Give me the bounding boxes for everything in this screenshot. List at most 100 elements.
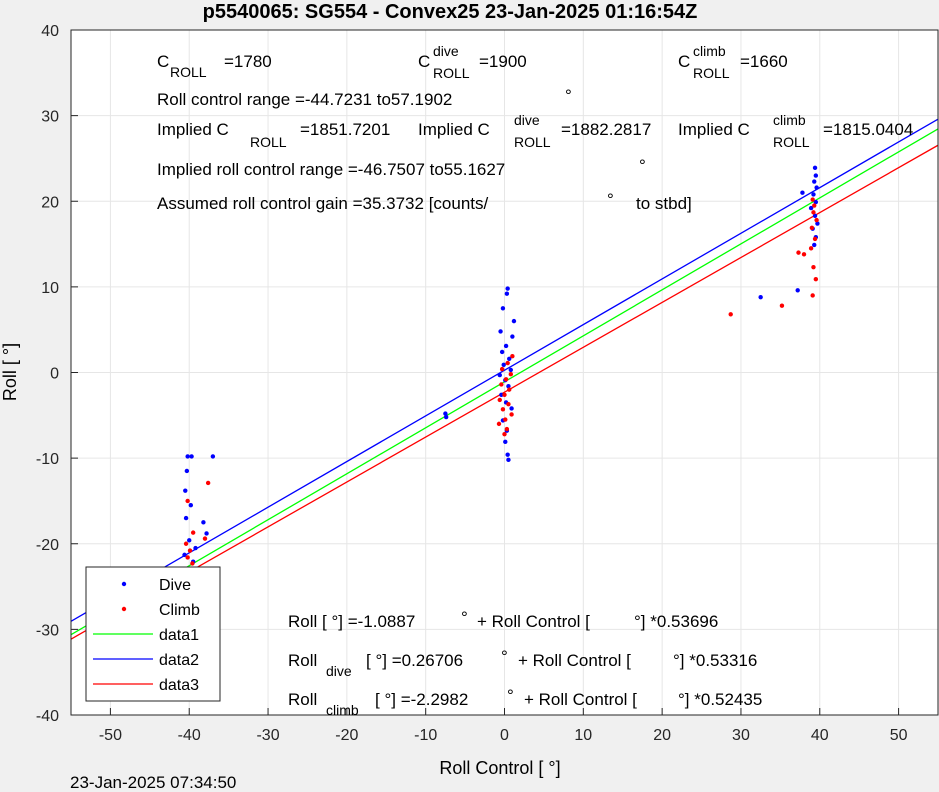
svg-text:+ Roll Control [: + Roll Control [ <box>518 651 631 670</box>
x-axis-label: Roll Control [ °] <box>439 758 560 778</box>
climb-point <box>814 217 819 223</box>
climb-point <box>507 387 512 392</box>
dive-point <box>183 515 189 521</box>
x-tick-label: -40 <box>178 727 201 744</box>
svg-text:Implied C: Implied C <box>678 120 750 139</box>
dive-point <box>188 503 194 508</box>
svg-text:C: C <box>418 52 430 71</box>
svg-text:°] *0.52435: °] *0.52435 <box>678 690 762 709</box>
dive-point <box>507 356 512 361</box>
svg-text:ROLL: ROLL <box>514 134 551 150</box>
legend-swatch-dive <box>121 581 127 587</box>
c-roll-climb-annotation: C climb ROLL =1660 <box>678 43 788 81</box>
fit-line-data3 <box>70 144 939 640</box>
svg-text:°] *0.53696: °] *0.53696 <box>634 612 718 631</box>
degree-marker: ° <box>607 190 614 209</box>
climb-point <box>183 541 189 546</box>
dive-point <box>184 468 190 474</box>
climb-point <box>505 360 510 366</box>
dive-point <box>508 367 514 373</box>
climb-point <box>190 561 195 566</box>
climb-point <box>503 417 508 422</box>
data-points <box>122 165 820 610</box>
x-tick-label: 50 <box>890 727 908 744</box>
climb-point <box>808 246 814 251</box>
y-tick-label: -40 <box>36 708 59 725</box>
dive-point <box>503 343 509 349</box>
climb-point <box>502 431 507 437</box>
svg-text:dive: dive <box>514 112 540 128</box>
roll-control-range: Roll control range =-44.7231 to57.1902 <box>157 90 452 109</box>
climb-point <box>187 548 193 553</box>
dive-point <box>510 334 515 339</box>
climb-point <box>504 426 510 432</box>
chart-title: p5540065: SG554 - Convex25 23-Jan-2025 0… <box>203 1 698 23</box>
dive-point <box>497 372 502 378</box>
climb-point <box>801 252 807 257</box>
dive-point <box>511 318 517 324</box>
dive-point <box>812 242 817 248</box>
svg-text:°: ° <box>507 686 514 705</box>
dive-point <box>499 392 504 397</box>
svg-text:=1780: =1780 <box>224 52 272 71</box>
c-roll-dive-annotation: C dive ROLL =1900 <box>418 43 527 81</box>
y-tick-label: 40 <box>41 23 59 40</box>
dive-point <box>443 411 448 416</box>
climb-point <box>506 401 511 407</box>
svg-text:+ Roll Control [: + Roll Control [ <box>477 612 590 631</box>
y-axis-label: Roll [ °] <box>0 343 20 401</box>
legend-swatch-climb <box>121 606 127 612</box>
dive-point <box>505 286 510 291</box>
climb-point <box>508 372 514 377</box>
dive-point <box>503 439 508 445</box>
dive-point <box>812 165 818 171</box>
climb-point <box>185 555 190 560</box>
dive-point <box>183 488 188 493</box>
dive-point <box>204 531 209 536</box>
legend-label-data3: data3 <box>159 677 199 694</box>
dive-point <box>499 349 505 355</box>
roll-control-gain: Assumed roll control gain =35.3732 [coun… <box>157 194 489 213</box>
legend-label-dive: Dive <box>159 577 191 594</box>
svg-text:Implied C: Implied C <box>157 120 229 139</box>
svg-text:=1900: =1900 <box>479 52 527 71</box>
svg-text:=1660: =1660 <box>740 52 788 71</box>
climb-point <box>812 203 817 208</box>
x-tick-label: 40 <box>811 727 829 744</box>
dive-point <box>505 452 510 457</box>
svg-text:=1815.0404: =1815.0404 <box>823 120 913 139</box>
climb-point <box>510 354 515 359</box>
dive-point <box>443 414 449 420</box>
equation-climb: Roll climb [ °] =-2.2982 ° + Roll Contro… <box>288 686 762 718</box>
y-tick-label: 0 <box>50 366 59 383</box>
y-axis-ticks: -40 -30 -20 -10 0 10 20 30 40 <box>36 23 78 725</box>
dive-point <box>815 221 820 226</box>
climb-point <box>779 303 785 308</box>
equation-overall: Roll [ °] =-1.0887 ° + Roll Control [ °]… <box>288 608 718 631</box>
svg-text:climb: climb <box>773 112 806 128</box>
svg-text:+ Roll Control [: + Roll Control [ <box>524 690 637 709</box>
dive-point <box>504 291 510 296</box>
x-tick-label: 10 <box>574 727 592 744</box>
dive-point <box>185 454 190 459</box>
climb-point <box>202 536 208 541</box>
climb-point <box>796 250 801 255</box>
svg-text:Roll: Roll <box>288 690 317 709</box>
dive-point <box>812 213 818 219</box>
climb-point <box>728 312 733 317</box>
y-tick-label: 10 <box>41 280 59 297</box>
plot-frame <box>70 29 939 716</box>
svg-text:°: ° <box>501 647 508 666</box>
climb-point <box>190 530 196 535</box>
climb-point <box>503 377 509 382</box>
dive-point <box>812 179 817 184</box>
svg-text:=1882.2817: =1882.2817 <box>561 120 651 139</box>
dive-point <box>201 520 206 525</box>
x-tick-label: -10 <box>414 727 437 744</box>
svg-text:=1851.7201: =1851.7201 <box>300 120 390 139</box>
dive-point <box>193 545 198 551</box>
degree-marker: ° <box>639 156 646 175</box>
x-tick-label: -50 <box>99 727 122 744</box>
x-axis-ticks: -50 -40 -30 -20 -10 0 10 20 30 40 50 <box>99 708 908 744</box>
